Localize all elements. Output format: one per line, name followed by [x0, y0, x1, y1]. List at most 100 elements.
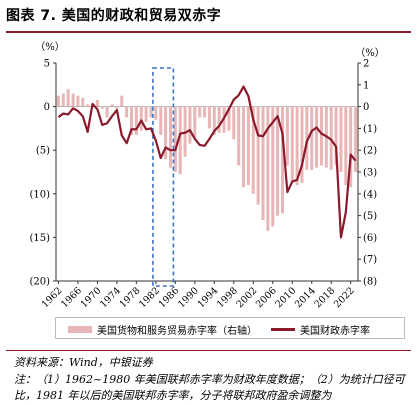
x-tick-label: 2010 [273, 285, 298, 310]
left-tick-label: (10) [29, 189, 50, 200]
trade-deficit-bar [144, 106, 148, 122]
title-divider [6, 31, 411, 33]
trade-deficit-bar [310, 106, 314, 170]
trade-deficit-bar [173, 106, 177, 172]
trade-deficit-bar [237, 106, 241, 166]
trade-deficit-bar [149, 106, 153, 118]
chart-canvas: （%） （%） 5 0 (5) (10) (15) (20) 2 1 0 (1) (2) (3) (4)… [29, 41, 385, 311]
trade-deficit-bar [95, 100, 99, 107]
fiscal-deficit-line [57, 85, 357, 239]
trade-deficit-bar [339, 106, 343, 172]
trade-deficit-bar [212, 106, 216, 135]
right-tick-label: (7) [363, 255, 377, 266]
source-text: 资料来源：Wind，中银证券 [14, 356, 153, 369]
trade-deficit-bar [227, 106, 231, 131]
trade-deficit-bar [120, 95, 124, 107]
chart-axes [53, 62, 361, 284]
x-tick-label: 1982 [137, 285, 162, 310]
legend-label-fiscal: 美国财政赤字率 [300, 326, 370, 337]
x-tick-label: 2006 [254, 285, 279, 310]
legend-line-swatch [271, 328, 295, 331]
x-tick-label: 1974 [98, 285, 123, 310]
trade-deficit-bar [266, 106, 270, 231]
left-tick-label: (20) [29, 277, 50, 288]
right-tick-label: 0 [363, 102, 369, 113]
trade-deficit-bar [115, 106, 119, 109]
x-tick-label: 1966 [59, 285, 84, 310]
x-tick-label: 1970 [79, 285, 104, 310]
right-tick-label: 2 [363, 59, 369, 70]
tick-labels: 5 0 (5) (10) (15) (20) 2 1 0 (1) (2) (3) (4) (5) (6) (7… [29, 59, 377, 311]
trade-deficit-bar [280, 106, 285, 214]
x-tick-label: 1986 [157, 285, 182, 310]
legend-item-trade: 美国货物和服务贸易赤字率（右轴） [68, 322, 257, 337]
trade-deficit-bar [100, 106, 104, 109]
right-tick-label: (1) [363, 124, 377, 135]
right-tick-label: (5) [363, 211, 377, 222]
x-tick-label: 1978 [118, 285, 143, 310]
legend-label-trade: 美国货物和服务贸易赤字率（右轴） [97, 326, 257, 337]
chart-title: 图表 7. 美国的财政和贸易双赤字 [6, 8, 222, 24]
left-tick-label: (15) [29, 233, 50, 244]
legend-bar-swatch [68, 326, 92, 333]
trade-deficit-bar [246, 106, 250, 186]
right-axis-unit: （%） [355, 47, 385, 59]
trade-deficit-bar [198, 106, 202, 118]
trade-deficit-bar [261, 106, 265, 220]
x-tick-label: 1998 [215, 285, 240, 310]
trade-deficit-bar [71, 93, 75, 107]
x-tick-label: 2022 [332, 285, 357, 310]
left-axis-unit: （%） [35, 41, 65, 53]
bar-series [56, 89, 358, 231]
left-tick-label: 0 [44, 102, 50, 113]
x-tick-label: 1990 [176, 285, 201, 310]
trade-deficit-bar [354, 106, 358, 172]
trade-deficit-bar [315, 106, 319, 168]
trade-deficit-bar [178, 106, 182, 175]
legend-item-fiscal: 美国财政赤字率 [271, 322, 370, 337]
trade-deficit-bar [154, 106, 158, 120]
trade-deficit-bar [203, 106, 207, 118]
trade-deficit-bar [285, 106, 289, 166]
right-tick-label: (2) [363, 146, 377, 157]
trade-deficit-bar [349, 106, 353, 188]
trade-deficit-bar [188, 106, 192, 144]
x-tick-label: 1994 [196, 285, 221, 310]
trade-deficit-bar [105, 106, 109, 118]
trade-deficit-bar [334, 106, 338, 166]
trade-deficit-bar [81, 97, 85, 107]
trade-deficit-bar [295, 106, 299, 186]
right-tick-label: 1 [363, 80, 369, 91]
line-series [57, 85, 357, 239]
trade-deficit-bar [251, 106, 255, 194]
right-tick-label: (8) [363, 277, 377, 288]
trade-deficit-bar [329, 106, 333, 170]
trade-deficit-bar [159, 106, 163, 135]
trade-deficit-bar [242, 106, 246, 188]
trade-deficit-bar [232, 106, 236, 140]
trade-deficit-bar [56, 95, 60, 107]
legend: 美国货物和服务贸易赤字率（右轴） 美国财政赤字率 [55, 317, 405, 339]
x-tick-label: 2014 [293, 285, 318, 310]
trade-deficit-bar [125, 106, 129, 118]
x-tick-label: 1962 [40, 285, 65, 310]
trade-deficit-bar [86, 104, 90, 107]
left-tick-label: (5) [36, 146, 50, 157]
trade-deficit-bar [66, 89, 70, 107]
trade-deficit-bar [61, 93, 65, 107]
trade-deficit-bar [207, 106, 211, 129]
trade-deficit-bar [276, 106, 280, 216]
trade-deficit-bar [134, 106, 138, 135]
right-tick-label: (4) [363, 189, 377, 200]
highlight-box [152, 67, 175, 287]
trade-deficit-bar [256, 106, 260, 205]
trade-deficit-bar [271, 106, 275, 227]
trade-deficit-bar [193, 106, 197, 138]
trade-deficit-bar [164, 106, 168, 159]
right-tick-label: (3) [363, 168, 377, 179]
trade-deficit-bar [290, 106, 294, 181]
trade-deficit-bar [168, 106, 172, 168]
source-divider [6, 350, 411, 351]
trade-deficit-bar [76, 95, 80, 107]
trade-deficit-bar [305, 106, 309, 170]
